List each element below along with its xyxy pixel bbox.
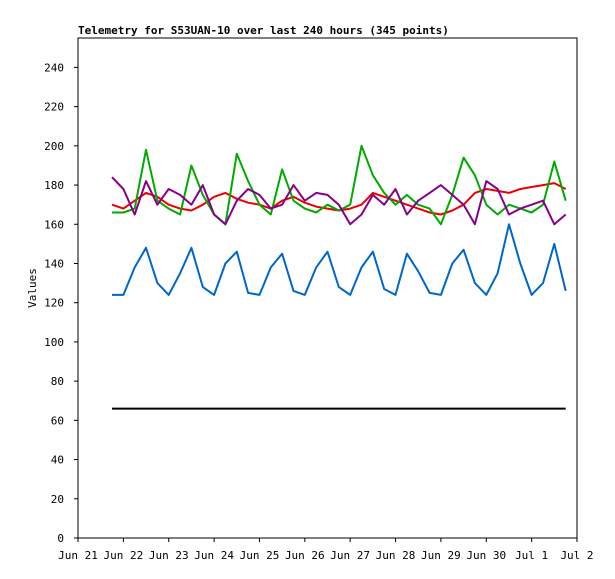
y-axis-label: Values (26, 268, 39, 308)
y-tick-label: 120 (44, 297, 64, 310)
y-tick-label: 80 (51, 375, 64, 388)
y-tick-label: 0 (57, 532, 64, 545)
plot-frame (77, 37, 578, 539)
y-tick-label: 40 (51, 454, 64, 467)
series-line (111, 176, 567, 226)
y-tick-label: 180 (44, 179, 64, 192)
x-tick-label: Jun 22 (103, 549, 143, 562)
x-tick-label: Jun 28 (376, 549, 416, 562)
chart-title: Telemetry for S53UAN-10 over last 240 ho… (78, 24, 449, 37)
x-tick-label: Jun 23 (149, 549, 189, 562)
y-tick-label: 140 (44, 257, 64, 270)
y-tick-label: 100 (44, 336, 64, 349)
y-tick-label: 200 (44, 140, 64, 153)
series-line (112, 144, 567, 226)
x-tick-label: Jun 30 (466, 549, 506, 562)
x-tick-label: Jun 24 (194, 549, 234, 562)
x-tick-label: Jun 21 (58, 549, 98, 562)
y-tick-label: 60 (51, 414, 64, 427)
x-tick-label: Jul 2 (560, 549, 593, 562)
y-tick-label: 160 (44, 218, 64, 231)
x-tick-label: Jun 25 (240, 549, 280, 562)
x-tick-label: Jun 26 (285, 549, 325, 562)
y-tick-label: 240 (44, 61, 64, 74)
y-tick-label: 220 (44, 101, 64, 114)
x-tick-label: Jun 29 (421, 549, 461, 562)
series-line (112, 223, 567, 296)
x-tick-label: Jul 1 (515, 549, 548, 562)
y-tick-label: 20 (51, 493, 64, 506)
x-tick-label: Jun 27 (330, 549, 370, 562)
